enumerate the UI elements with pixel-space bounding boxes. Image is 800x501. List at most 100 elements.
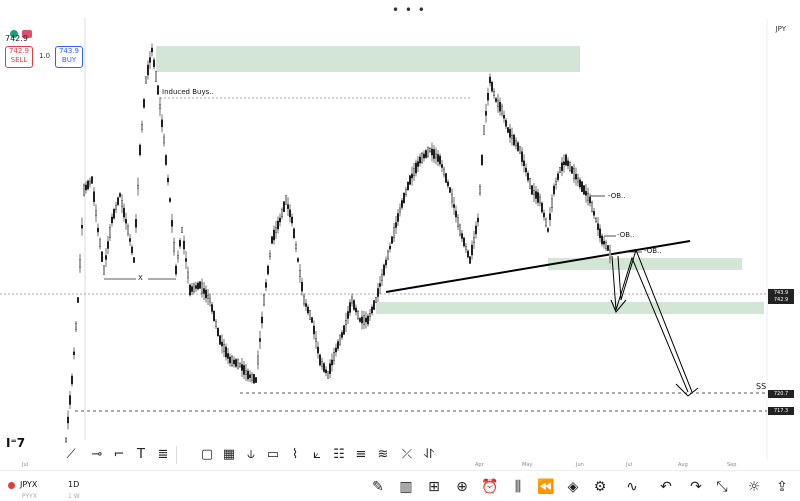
note-icon[interactable]: ▭ bbox=[266, 447, 280, 462]
plus-icon[interactable]: ⊕ bbox=[456, 479, 468, 495]
candle-body bbox=[377, 288, 379, 297]
measure-icon[interactable]: ⤫ bbox=[401, 447, 413, 462]
share-icon[interactable]: ⇪ bbox=[776, 479, 788, 495]
buy-button[interactable]: 743.9 BUY bbox=[55, 46, 83, 68]
rewind-icon[interactable]: ⏪ bbox=[537, 479, 555, 495]
candle-body bbox=[493, 91, 495, 96]
callout-icon[interactable]: ⌐ bbox=[113, 447, 125, 462]
candle-body bbox=[127, 225, 129, 235]
ob-zone-mid bbox=[548, 258, 742, 270]
redo-icon[interactable]: ↷ bbox=[690, 479, 702, 495]
candle-body bbox=[371, 306, 373, 314]
rectangle-icon[interactable]: ▢ bbox=[200, 447, 214, 462]
candle-body bbox=[413, 168, 415, 176]
alarm-icon[interactable]: ⏰ bbox=[481, 479, 499, 495]
elliott-icon[interactable]: ≋ bbox=[377, 447, 389, 462]
ss-label: SS bbox=[756, 382, 767, 391]
fib-extension-icon[interactable]: ≡ bbox=[355, 447, 367, 462]
candle-body bbox=[115, 205, 117, 210]
chart-icon[interactable]: ▥ bbox=[399, 479, 413, 495]
fullscreen-icon[interactable]: ⤡ bbox=[716, 479, 728, 495]
candle-body bbox=[353, 300, 355, 310]
undo-icon[interactable]: ↶ bbox=[660, 479, 672, 495]
fib-retracement-icon[interactable]: ☷ bbox=[333, 447, 345, 462]
candle-body bbox=[121, 200, 123, 207]
candle-body bbox=[255, 377, 257, 383]
price-tag-buy: 743.9 bbox=[768, 289, 794, 297]
candle-body bbox=[595, 218, 597, 222]
candle-body bbox=[391, 236, 393, 244]
x-marker-label: X bbox=[138, 274, 143, 282]
ticker-symbol[interactable]: JPYX bbox=[20, 480, 38, 489]
buy-label: BUY bbox=[61, 56, 77, 64]
candle-body bbox=[275, 227, 277, 233]
candle-body bbox=[301, 281, 303, 292]
horizontal-line-icon[interactable]: ⊸ bbox=[91, 447, 103, 462]
candle-body bbox=[87, 180, 89, 190]
layout-icon[interactable]: ⊞ bbox=[428, 479, 440, 495]
buy-price: 743.9 bbox=[58, 47, 80, 55]
grid-icon[interactable]: ▦ bbox=[222, 447, 236, 462]
candle-body bbox=[329, 363, 331, 374]
candle-body bbox=[553, 185, 555, 195]
candle-body bbox=[565, 154, 567, 166]
ob2-label: -OB.. bbox=[617, 231, 635, 239]
candle-body bbox=[399, 207, 401, 213]
curve-icon[interactable]: ⥯ bbox=[424, 447, 434, 462]
candle-body bbox=[299, 270, 301, 277]
price-chart[interactable] bbox=[0, 0, 800, 470]
candle-body bbox=[187, 271, 189, 279]
candle-body bbox=[105, 255, 107, 260]
candle-body bbox=[559, 167, 561, 173]
candle-body bbox=[529, 178, 531, 189]
candle-body bbox=[267, 265, 269, 275]
trendline-icon[interactable]: ⟋ bbox=[66, 447, 76, 462]
candle-body bbox=[223, 344, 225, 352]
settings-icon[interactable]: ⚙ bbox=[593, 479, 607, 495]
timeframe-selector[interactable]: 1D bbox=[68, 480, 80, 489]
projection-path-inner bbox=[617, 248, 693, 393]
lightbulb-icon[interactable]: ☼ bbox=[747, 479, 761, 495]
pitchfork-icon[interactable]: ⫝ bbox=[247, 447, 255, 462]
candle-body bbox=[291, 216, 293, 224]
candle-body bbox=[411, 173, 413, 179]
candle-body bbox=[149, 57, 151, 63]
demand-zone-lower bbox=[376, 302, 764, 314]
candle-body bbox=[409, 175, 411, 185]
ob1-label: -OB.. bbox=[608, 192, 626, 200]
candle-body bbox=[569, 162, 571, 171]
candles-icon[interactable]: ⫼ bbox=[514, 479, 522, 495]
indicators-icon[interactable]: ∿ bbox=[626, 479, 638, 495]
candle-body bbox=[475, 225, 477, 235]
quantity-value[interactable]: 1.0 bbox=[39, 52, 51, 60]
brush-icon[interactable]: ⟀ bbox=[313, 447, 321, 462]
candle-body bbox=[585, 191, 587, 196]
trendline bbox=[385, 240, 691, 293]
text-icon[interactable]: T bbox=[137, 447, 145, 462]
candle-body bbox=[573, 168, 575, 179]
candle-body bbox=[395, 222, 397, 228]
candle-body bbox=[241, 364, 243, 371]
candle-body bbox=[397, 213, 399, 222]
candle-body bbox=[539, 196, 541, 204]
more-dots-icon[interactable]: • • • bbox=[392, 3, 426, 17]
parallel-channel-icon[interactable]: ≣ bbox=[157, 447, 169, 462]
x-axis-label-may: May bbox=[522, 462, 533, 468]
sell-button[interactable]: 742.9 SELL bbox=[5, 46, 33, 68]
candle-body bbox=[205, 289, 207, 299]
candle-body bbox=[303, 295, 305, 305]
candle-body bbox=[469, 256, 471, 264]
candle-body bbox=[503, 114, 505, 119]
candle-body bbox=[91, 176, 93, 184]
candle-body bbox=[85, 184, 87, 191]
candle-body bbox=[93, 191, 95, 202]
candle-body bbox=[417, 161, 419, 167]
bottom-bar: ✎ ▥ ⊞ ⊕ ⏰ ⫼ ⏪ ◈ ⚙ ∿ ↶ ↷ ⤡ ☼ ⇪ bbox=[0, 470, 800, 501]
candle-body bbox=[311, 317, 313, 323]
layers-icon[interactable]: ◈ bbox=[567, 479, 579, 495]
candle-body bbox=[97, 227, 99, 233]
candle-body bbox=[425, 150, 427, 158]
candle-body bbox=[579, 179, 581, 188]
path-icon[interactable]: ⌇ bbox=[291, 447, 299, 462]
pencil-icon[interactable]: ✎ bbox=[372, 479, 384, 495]
